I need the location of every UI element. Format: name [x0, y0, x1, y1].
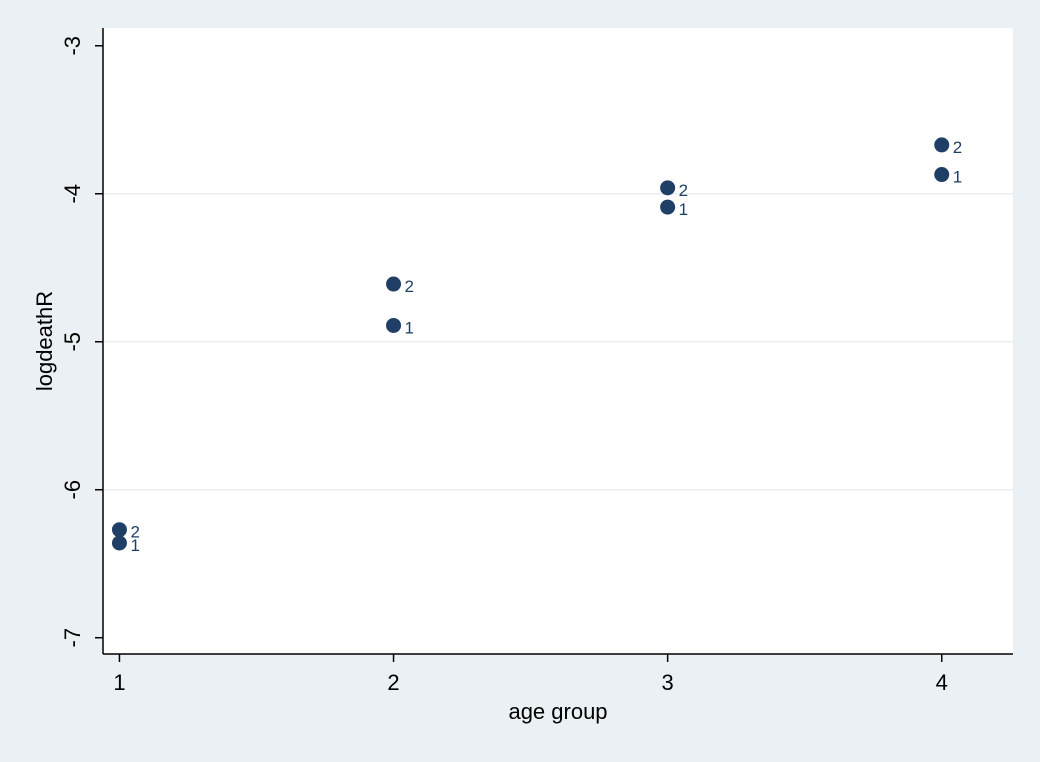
x-tick-label: 2 [387, 670, 399, 695]
data-point [934, 137, 950, 153]
x-tick-label: 3 [662, 670, 674, 695]
data-point [386, 317, 402, 333]
data-point-label: 2 [679, 181, 688, 200]
data-point [660, 199, 676, 215]
data-point [934, 167, 950, 183]
data-point-label: 1 [405, 318, 414, 337]
x-tick-label: 4 [936, 670, 948, 695]
gridlines [103, 192, 1013, 491]
data-point-label: 2 [130, 523, 139, 542]
data-point [111, 535, 127, 551]
data-point-label: 1 [953, 168, 962, 187]
axis-ticks: -7-6-5-4-31 2 3 4 [60, 36, 948, 695]
data-point [386, 276, 402, 292]
data-point-label: 2 [953, 138, 962, 157]
y-tick-label: -5 [60, 332, 85, 352]
y-axis-title: logdeathR [32, 291, 57, 391]
data-point-label: 1 [130, 536, 139, 555]
y-tick-label: -3 [60, 36, 85, 56]
data-point [660, 180, 676, 196]
data-point-label: 1 [679, 200, 688, 219]
data-point-label: 2 [405, 277, 414, 296]
y-tick-label: -6 [60, 480, 85, 500]
y-tick-label: -7 [60, 628, 85, 648]
x-tick-label: 1 [113, 670, 125, 695]
x-axis-title: age group [508, 699, 607, 724]
data-point [111, 522, 127, 538]
y-tick-label: -4 [60, 184, 85, 204]
